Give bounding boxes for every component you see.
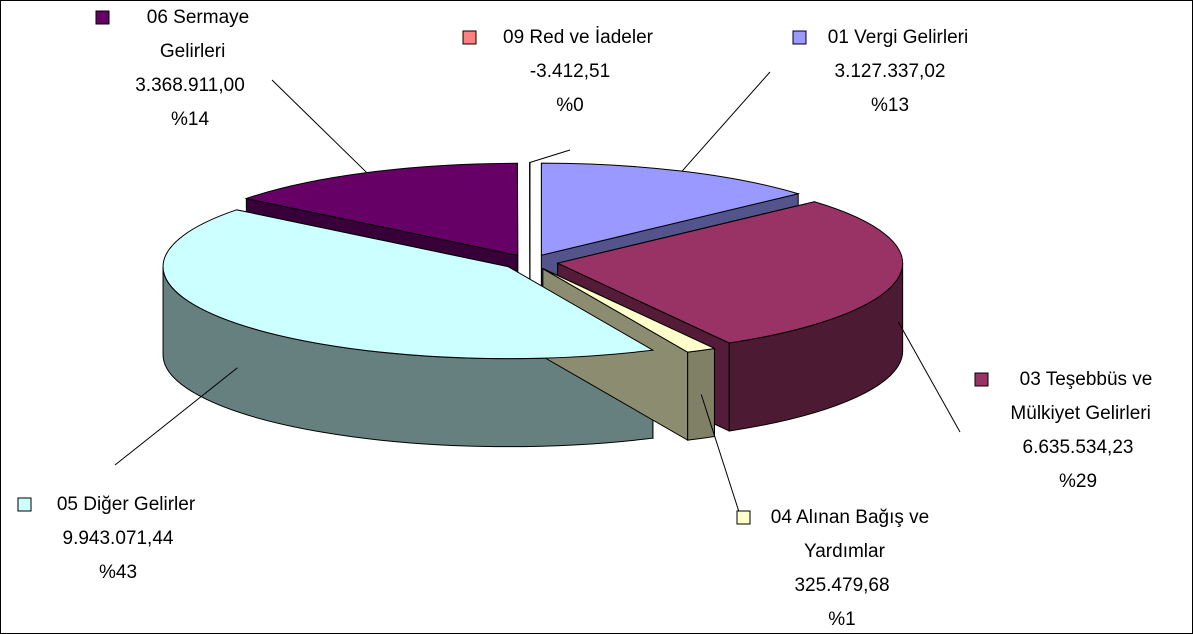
category-line: 05 Diğer Gelirler (57, 494, 196, 515)
category-line: Yardımlar (799, 541, 886, 562)
leader-line (529, 149, 571, 164)
category-label: 03 Teşebbüs ve Mülkiyet Gelirleri (1005, 369, 1152, 424)
slice (162, 209, 655, 360)
percent-label: %0 (556, 95, 583, 116)
slice (244, 162, 519, 256)
category-label: 09 Red ve İadeler (503, 27, 654, 48)
value-label: 3.127.337,02 (835, 61, 946, 82)
leader-line (700, 394, 741, 516)
category-line: 04 Alınan Bağış ve (771, 507, 929, 528)
leader-line (681, 71, 771, 172)
category-line: 03 Teşebbüs ve (1020, 369, 1153, 390)
legend-key (17, 497, 32, 512)
category-line: Mülkiyet Gelirleri (1005, 403, 1151, 424)
value-label: -3.412,51 (530, 61, 610, 82)
slice (540, 162, 801, 256)
category-line: 01 Vergi Gelirleri (828, 27, 968, 48)
slice (542, 268, 717, 353)
value-label: 3.368.911,00 (135, 75, 245, 96)
legend-key (974, 372, 989, 387)
legend-key (95, 10, 110, 25)
category-line: 09 Red ve İadeler (503, 27, 654, 48)
value-label: 6.635.534,23 (1023, 437, 1134, 458)
legend-key (736, 510, 751, 525)
percent-label: %29 (1059, 471, 1097, 492)
slice-side (687, 347, 715, 441)
legend-key (792, 30, 807, 45)
slice (556, 201, 904, 344)
percent-label: %43 (99, 562, 137, 583)
category-line: 06 Sermaye (147, 7, 249, 28)
category-label: 04 Alınan Bağış ve Yardımlar (771, 507, 929, 562)
percent-label: %13 (871, 95, 909, 116)
legend-key (462, 30, 477, 45)
category-label: 01 Vergi Gelirleri (828, 27, 968, 48)
leader-line (114, 367, 238, 466)
percent-label: %14 (171, 109, 209, 130)
category-line: Gelirleri (155, 41, 226, 62)
percent-label: %1 (828, 609, 855, 630)
value-label: 9.943.071,44 (63, 528, 174, 549)
category-label: 06 Sermaye Gelirleri (147, 7, 249, 62)
leader-line (271, 79, 368, 173)
value-label: 325.479,68 (794, 575, 889, 596)
leader-line (897, 321, 961, 433)
category-label: 05 Diğer Gelirler (57, 494, 196, 515)
